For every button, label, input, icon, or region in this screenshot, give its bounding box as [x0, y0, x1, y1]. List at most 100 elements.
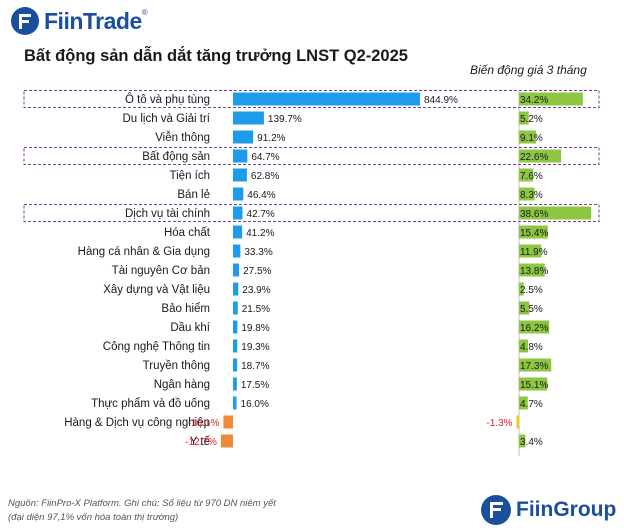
growth-value-label: 23.9%	[242, 285, 270, 296]
price-bar	[519, 168, 534, 182]
growth-value-label: -10.1%	[188, 418, 220, 429]
growth-value-label: 17.5%	[241, 380, 269, 391]
source-note: Nguồn: FiinPro-X Platform. Ghi chú: Số l…	[8, 497, 328, 525]
growth-value-label: 42.7%	[246, 209, 274, 220]
category-label: Hàng & Dịch vụ công nghiệp	[64, 417, 210, 429]
price-value-label: 11.9%	[520, 247, 548, 258]
growth-value-label: 16.0%	[241, 399, 269, 410]
price-bar	[519, 434, 526, 448]
growth-value-label: 19.3%	[241, 342, 269, 353]
growth-bar	[233, 396, 237, 410]
growth-value-label: -12.7%	[185, 437, 217, 448]
price-value-label: 7.6%	[520, 171, 543, 182]
price-value-label: 16.2%	[520, 323, 548, 334]
price-value-label: 4.8%	[520, 342, 543, 353]
category-label: Du lịch và Giải trí	[122, 113, 210, 125]
price-bar	[519, 396, 528, 410]
growth-value-label: 64.7%	[251, 152, 279, 163]
price-value-label: -1.3%	[486, 418, 512, 429]
growth-bar	[233, 263, 240, 277]
fiingroup-logo-icon	[481, 495, 511, 525]
growth-value-label: 21.5%	[242, 304, 270, 315]
price-bar	[519, 187, 535, 201]
growth-bar	[233, 225, 243, 239]
fiintrade-logo: FiinTrade®	[10, 6, 148, 36]
category-label: Dịch vụ tài chính	[125, 208, 210, 220]
price-bar	[519, 111, 529, 125]
price-bar	[516, 415, 519, 429]
highlight-box	[23, 90, 600, 108]
price-bar	[519, 149, 562, 163]
price-bar	[519, 92, 583, 106]
category-label: Viễn thông	[155, 131, 210, 144]
growth-bar	[223, 415, 233, 429]
price-bar	[519, 130, 536, 144]
category-label: Ngân hàng	[154, 379, 210, 391]
price-bar	[519, 339, 528, 353]
price-bar	[519, 377, 548, 391]
growth-value-label: 33.3%	[244, 247, 272, 258]
category-label: Hóa chất	[164, 227, 211, 239]
price-bar	[519, 263, 545, 277]
price-bar	[519, 225, 548, 239]
growth-value-label: 46.4%	[247, 190, 275, 201]
growth-value-label: 62.8%	[251, 171, 279, 182]
category-label: Bất động sản	[142, 151, 210, 163]
growth-bar	[233, 206, 243, 220]
price-value-label: 17.3%	[520, 361, 548, 372]
category-label: Y tế	[190, 436, 211, 448]
category-label: Bán lẻ	[177, 189, 210, 201]
growth-value-label: 41.2%	[246, 228, 274, 239]
category-label: Ô tô và phụ tùng	[125, 93, 210, 106]
growth-value-label: 27.5%	[243, 266, 271, 277]
price-value-label: 5.2%	[520, 114, 543, 125]
highlight-box	[23, 147, 600, 165]
growth-bar	[233, 149, 248, 163]
growth-bar	[233, 282, 239, 296]
price-value-label: 2.5%	[520, 285, 543, 296]
category-label: Tiện ích	[170, 170, 210, 182]
price-value-label: 8.3%	[520, 190, 543, 201]
category-label: Dầu khí	[170, 322, 210, 334]
category-label: Bảo hiểm	[161, 303, 210, 315]
category-label: Truyền thông	[143, 360, 210, 372]
growth-value-label: 844.9%	[424, 95, 458, 106]
price-bar	[519, 206, 591, 220]
price-bar	[519, 282, 524, 296]
category-label: Xây dựng và Vật liệu	[103, 284, 210, 296]
price-value-label: 15.4%	[520, 228, 548, 239]
growth-bar	[233, 168, 247, 182]
growth-bar	[233, 358, 238, 372]
fiingroup-logo: FiinGroup	[480, 494, 616, 526]
source-note-line2: (đại diện 97,1% vốn hóa toàn thị trường)	[8, 512, 179, 523]
fiintrade-logo-icon	[11, 7, 39, 35]
growth-bar	[233, 377, 237, 391]
price-value-label: 5.5%	[520, 304, 543, 315]
growth-value-label: 19.8%	[241, 323, 269, 334]
price-value-label: 9.1%	[520, 133, 543, 144]
growth-value-label: 18.7%	[241, 361, 269, 372]
category-label: Tài nguyên Cơ bản	[112, 265, 210, 277]
growth-bar	[233, 244, 241, 258]
price-value-label: 38.6%	[520, 209, 548, 220]
logo-text: FiinTrade®	[44, 7, 148, 34]
price-bar	[519, 244, 542, 258]
source-note-line1: Nguồn: FiinPro-X Platform. Ghi chú: Số l…	[8, 498, 276, 509]
price-bar	[519, 320, 550, 334]
price-value-label: 13.8%	[520, 266, 548, 277]
highlight-box	[23, 204, 600, 222]
chart-title: Bất động sản dẫn dắt tăng trưởng LNST Q2…	[24, 47, 408, 65]
price-value-label: 34.2%	[520, 95, 548, 106]
growth-bar	[233, 339, 238, 353]
price-value-label: 3.4%	[520, 437, 543, 448]
category-label: Hàng cá nhân & Gia dụng	[78, 246, 210, 258]
price-bar	[519, 301, 530, 315]
growth-value-label: 139.7%	[268, 114, 302, 125]
growth-bar	[233, 92, 420, 106]
price-value-label: 4.7%	[520, 399, 543, 410]
price-value-label: 15.1%	[520, 380, 548, 391]
growth-bar	[233, 111, 264, 125]
growth-bar	[233, 130, 254, 144]
brand-text: FiinGroup	[516, 498, 617, 521]
